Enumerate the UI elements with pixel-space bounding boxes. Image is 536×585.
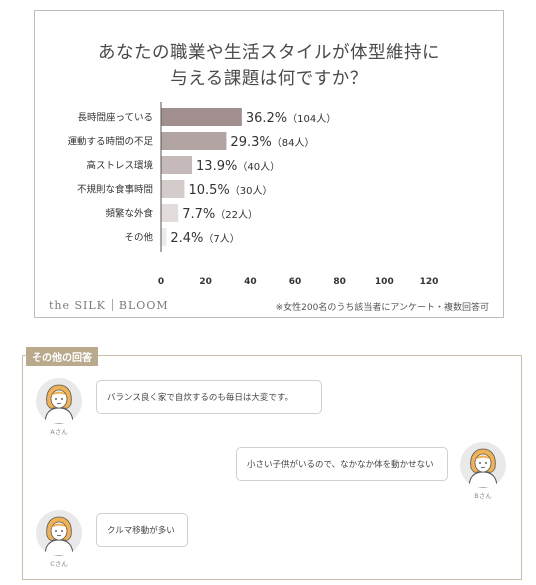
x-tick-label-4: 80 [333, 277, 346, 287]
value-label-0: 36.2%（104人） [246, 111, 336, 126]
value-label-1: 29.3%（84人） [230, 135, 314, 150]
count-label-3: （30人） [230, 185, 273, 197]
count-label-5: （7人） [203, 233, 239, 245]
count-label-2: （40人） [237, 161, 280, 173]
avatar-c [36, 510, 82, 556]
bar-4 [161, 204, 179, 222]
avatar-c-name: Cさん [50, 560, 68, 568]
bar-3 [161, 180, 185, 198]
footnote: ※女性200名のうち該当者にアンケート・複数回答可 [275, 303, 489, 313]
value-label-2: 13.9%（40人） [196, 159, 280, 174]
category-label-3: 不規則な食事時間 [77, 184, 153, 196]
bar-2 [161, 156, 193, 174]
answer-a-bubble: バランス良く家で自炊するのも毎日は大変です。 [96, 380, 322, 414]
brand-right: BLOOM [118, 299, 169, 312]
x-tick-label-1: 20 [199, 277, 212, 287]
chart-title-line-1: あなたの職業や生活スタイルが体型維持に [98, 43, 440, 63]
value-label-3: 10.5%（30人） [188, 183, 272, 198]
avatar-b [460, 442, 506, 488]
chart-card: あなたの職業や生活スタイルが体型維持に 与える課題は何ですか？ 長時間座っている… [34, 10, 504, 318]
brand-divider [111, 299, 113, 311]
answer-c-bubble: クルマ移動が多い [96, 513, 188, 547]
avatar-a [36, 378, 82, 424]
category-label-5: その他 [124, 232, 153, 244]
other-answers-tag: その他の回答 [26, 347, 98, 366]
bar-1 [161, 132, 227, 150]
category-label-4: 頻繁な外食 [105, 208, 153, 220]
answer-b-bubble: 小さい子供がいるので、なかなか体を動かせない [236, 447, 448, 481]
value-label-4: 7.7%（22人） [182, 207, 258, 222]
woman-avatar-icon [468, 448, 498, 488]
bar-chart: 長時間座っている 36.2%（104人） 運動する時間の不足 29.3%（84人） 高ス… [67, 102, 439, 287]
x-tick-label-6: 120 [420, 277, 439, 287]
category-label-1: 運動する時間の不足 [67, 137, 153, 148]
count-label-0: （104人） [287, 113, 336, 125]
x-tick-label-3: 60 [289, 277, 302, 287]
bar-0 [161, 108, 242, 126]
count-label-4: （22人） [215, 209, 258, 221]
bar-5 [161, 228, 167, 246]
avatar-a-name: Aさん [50, 428, 68, 436]
woman-avatar-icon [44, 516, 74, 556]
x-tick-label-5: 100 [375, 277, 394, 287]
woman-avatar-icon [44, 384, 74, 424]
category-label-2: 高ストレス環境 [86, 160, 153, 172]
chart-title-line-2: 与える課題は何ですか？ [170, 69, 368, 89]
x-tick-label-0: 0 [158, 277, 164, 287]
x-tick-label-2: 40 [244, 277, 257, 287]
brand-logo: the SILK BLOOM [49, 299, 169, 312]
brand-left: the SILK [49, 299, 106, 312]
value-label-5: 2.4%（7人） [170, 231, 239, 246]
count-label-1: （84人） [272, 137, 315, 149]
category-label-0: 長時間座っている [77, 112, 153, 124]
avatar-b-name: Bさん [474, 492, 492, 500]
